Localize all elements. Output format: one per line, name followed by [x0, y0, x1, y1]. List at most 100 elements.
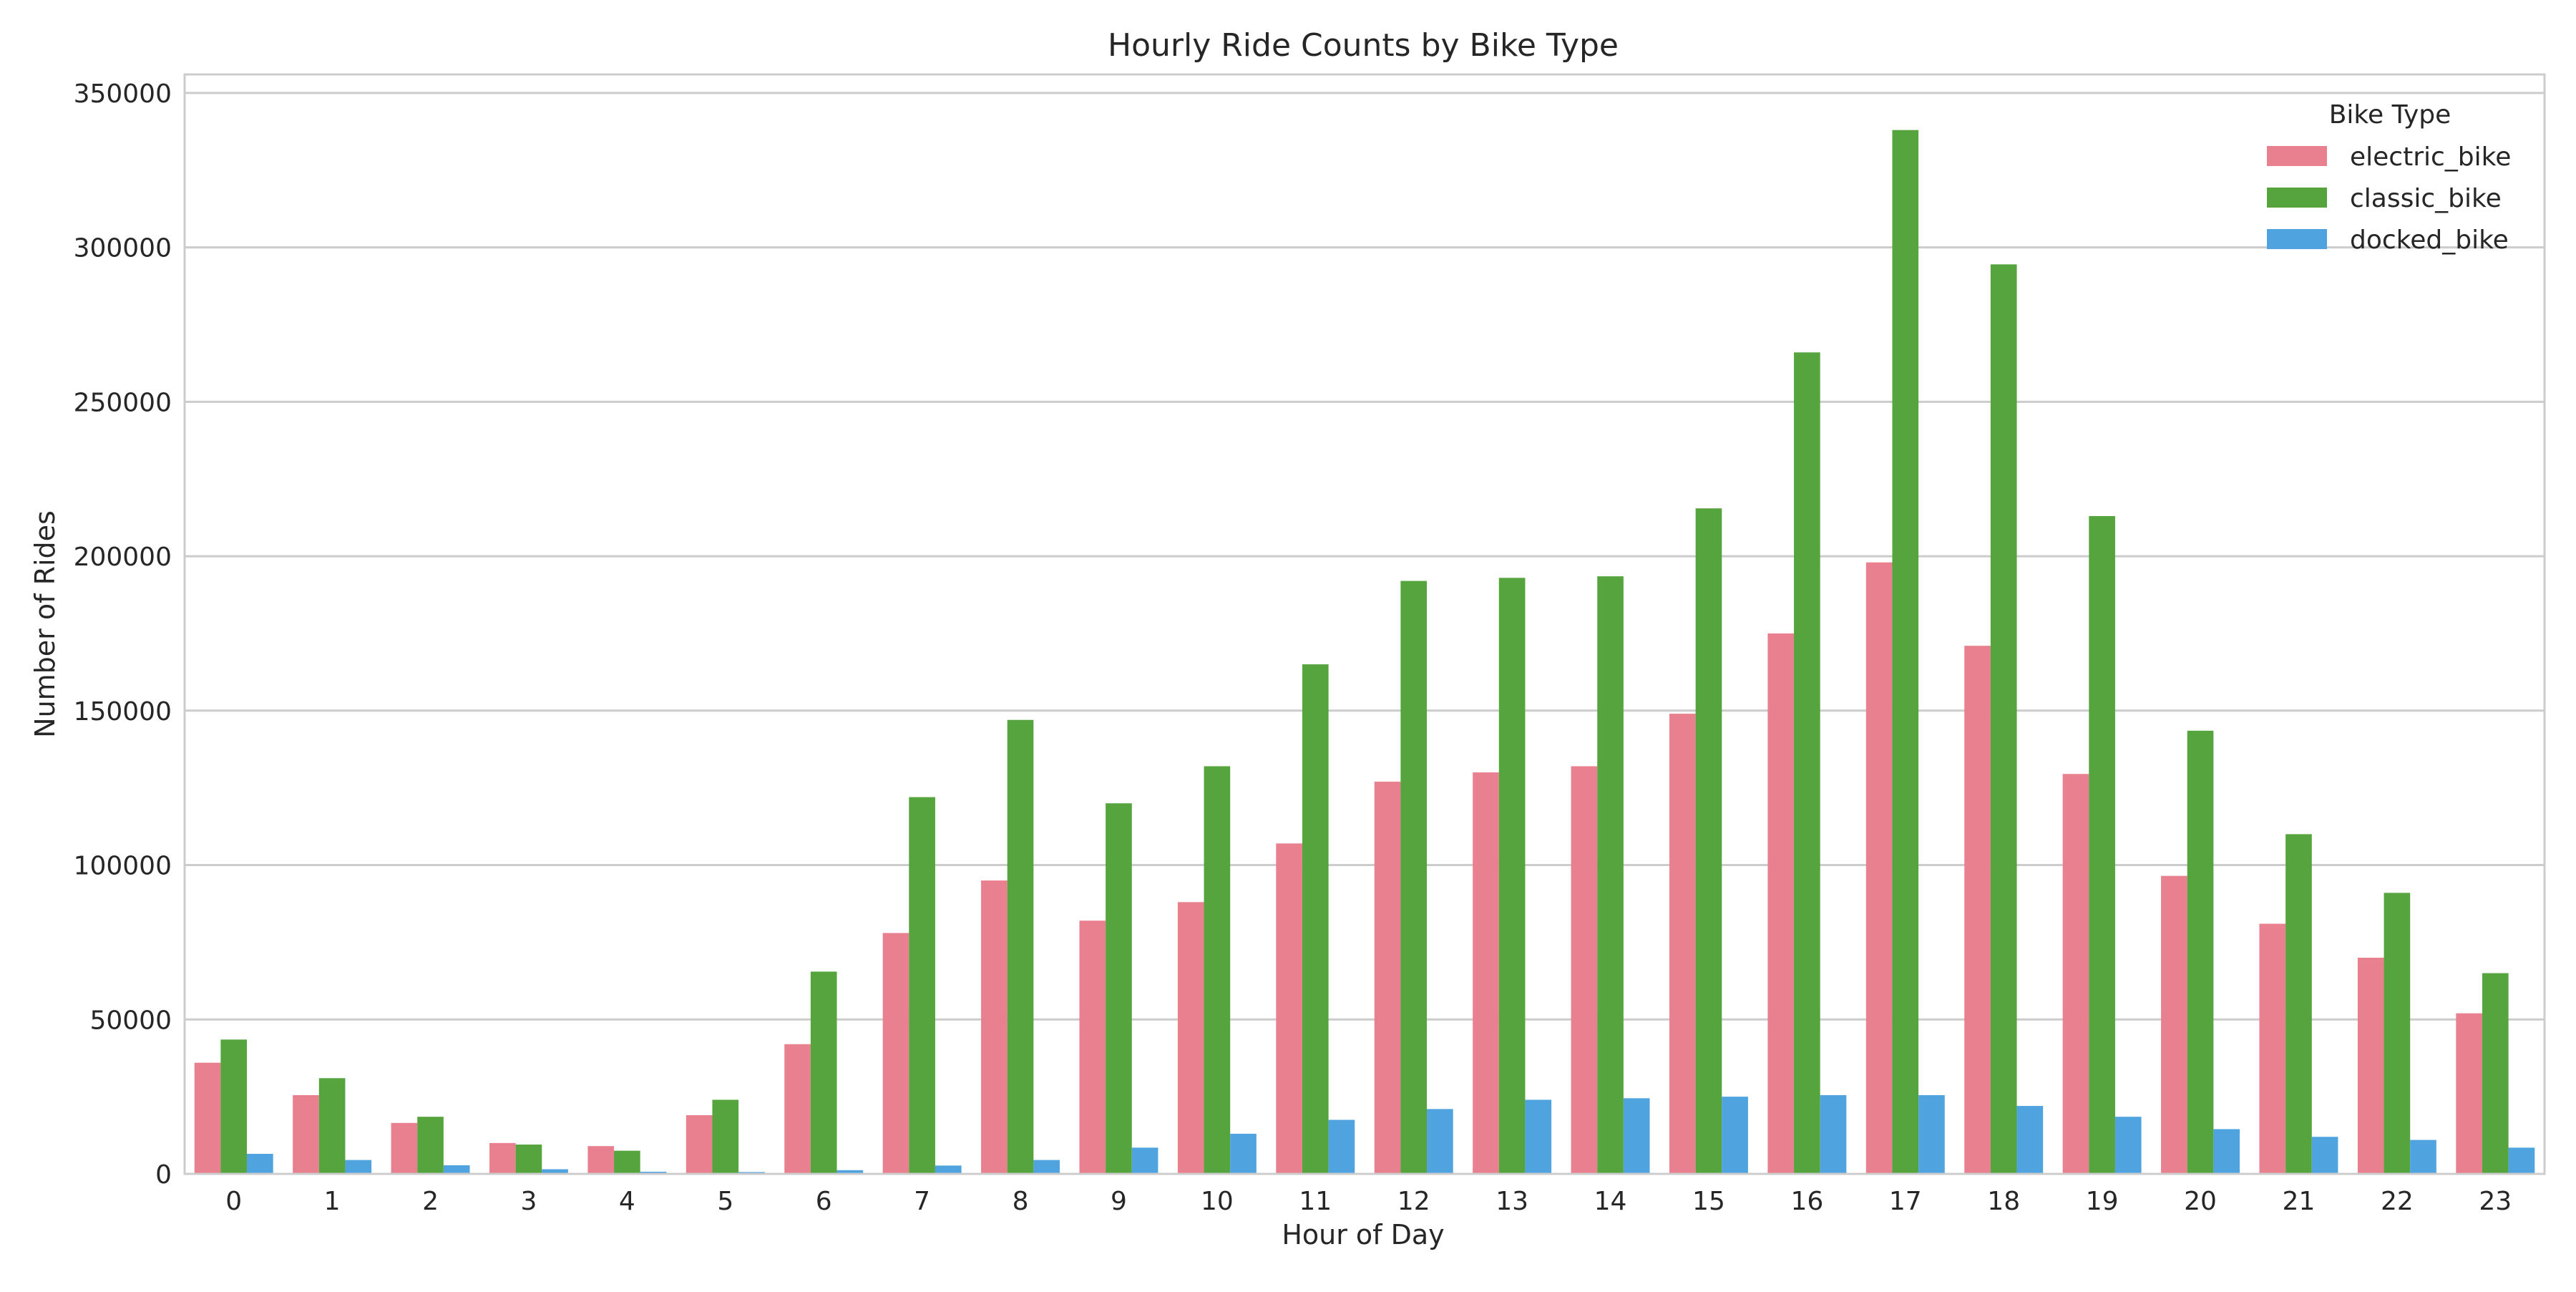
x-tick-label: 18 — [1987, 1187, 2020, 1216]
plot-frame — [183, 73, 2546, 1175]
bar-classic_bike-hour-15 — [1695, 508, 1722, 1174]
bar-classic_bike-hour-6 — [810, 971, 837, 1174]
bar-classic_bike-hour-22 — [2384, 893, 2411, 1174]
bar-electric_bike-hour-3 — [489, 1142, 516, 1174]
bar-docked_bike-hour-10 — [1230, 1133, 1257, 1174]
y-tick-label: 300000 — [74, 234, 172, 263]
bar-classic_bike-hour-3 — [515, 1145, 542, 1174]
bar-electric_bike-hour-23 — [2456, 1013, 2482, 1174]
bar-classic_bike-hour-14 — [1597, 576, 1624, 1174]
bar-docked_bike-hour-4 — [640, 1171, 667, 1174]
x-tick-label: 9 — [1111, 1187, 1127, 1216]
x-axis-label: Hour of Day — [1282, 1219, 1444, 1250]
bar-classic_bike-hour-13 — [1498, 578, 1526, 1174]
bar-docked_bike-hour-11 — [1328, 1119, 1355, 1174]
y-ticks: 0 50000 100000 150000 200000 250000 300000 3500… — [74, 79, 172, 1190]
x-tick-label: 13 — [1496, 1187, 1528, 1216]
x-tick-label: 21 — [2283, 1187, 2316, 1216]
bar-electric_bike-hour-12 — [1374, 782, 1401, 1174]
legend-label-docked_bike: docked_bike — [2350, 225, 2509, 255]
y-tick-label: 350000 — [74, 79, 172, 109]
x-tick-label: 8 — [1013, 1187, 1029, 1216]
bar-electric_bike-hour-9 — [1079, 921, 1106, 1174]
bar-docked_bike-hour-19 — [2114, 1117, 2142, 1174]
y-tick-label: 0 — [155, 1160, 172, 1190]
bar-docked_bike-hour-8 — [1033, 1160, 1060, 1174]
legend-label-classic_bike: classic_bike — [2350, 184, 2502, 213]
bar-docked_bike-hour-23 — [2508, 1147, 2535, 1174]
bar-docked_bike-hour-9 — [1131, 1147, 1158, 1174]
bar-electric_bike-hour-7 — [882, 933, 909, 1174]
legend: Bike Type electric_bike classic_bikedocke… — [2267, 100, 2511, 255]
bar-classic_bike-hour-23 — [2482, 973, 2509, 1174]
bar-electric_bike-hour-8 — [981, 880, 1008, 1174]
bar-electric_bike-hour-4 — [587, 1146, 615, 1174]
x-tick-label: 3 — [521, 1187, 537, 1216]
bar-classic_bike-hour-21 — [2285, 834, 2312, 1174]
x-tick-label: 4 — [619, 1187, 635, 1216]
chart-title: Hourly Ride Counts by Bike Type — [1108, 27, 1619, 64]
x-tick-label: 2 — [422, 1187, 439, 1216]
x-tick-label: 10 — [1201, 1187, 1234, 1216]
bar-docked_bike-hour-16 — [1820, 1094, 1847, 1174]
bar-docked_bike-hour-6 — [836, 1170, 864, 1174]
bar-electric_bike-hour-11 — [1276, 843, 1302, 1174]
bar-docked_bike-hour-3 — [542, 1169, 568, 1174]
bar-classic_bike-hour-12 — [1400, 581, 1428, 1174]
bar-docked_bike-hour-13 — [1525, 1099, 1552, 1174]
y-tick-label: 50000 — [89, 1006, 172, 1035]
bar-electric_bike-hour-18 — [1964, 646, 1991, 1174]
x-tick-label: 20 — [2184, 1187, 2217, 1216]
bar-electric_bike-hour-1 — [293, 1094, 319, 1174]
y-tick-label: 150000 — [74, 697, 172, 727]
x-tick-label: 1 — [324, 1187, 341, 1216]
x-tick-label: 17 — [1889, 1187, 1922, 1216]
bar-docked_bike-hour-21 — [2311, 1137, 2338, 1174]
legend-swatch-classic_bike — [2267, 188, 2327, 208]
bar-classic_bike-hour-8 — [1007, 719, 1034, 1174]
bar-electric_bike-hour-2 — [391, 1122, 418, 1174]
bar-electric_bike-hour-5 — [686, 1115, 713, 1174]
legend-title: Bike Type — [2329, 100, 2451, 130]
bar-classic_bike-hour-2 — [417, 1117, 444, 1174]
bar-electric_bike-hour-13 — [1473, 772, 1499, 1174]
bar-classic_bike-hour-20 — [2187, 730, 2214, 1174]
bar-classic_bike-hour-17 — [1892, 130, 1919, 1174]
bar-classic_bike-hour-4 — [614, 1150, 640, 1174]
bar-electric_bike-hour-6 — [784, 1044, 811, 1174]
bar-classic_bike-hour-7 — [909, 797, 935, 1174]
bar-classic_bike-hour-5 — [712, 1099, 739, 1174]
x-tick-label: 11 — [1299, 1187, 1332, 1216]
bar-electric_bike-hour-20 — [2161, 875, 2187, 1174]
bar-electric_bike-hour-19 — [2062, 774, 2089, 1174]
x-tick-label: 23 — [2479, 1187, 2512, 1216]
x-tick-label: 16 — [1790, 1187, 1823, 1216]
y-tick-label: 200000 — [74, 543, 172, 572]
bar-electric_bike-hour-0 — [194, 1062, 221, 1174]
x-tick-label: 15 — [1692, 1187, 1725, 1216]
bar-classic_bike-hour-11 — [1302, 664, 1329, 1174]
x-tick-label: 22 — [2381, 1187, 2414, 1216]
x-tick-label: 14 — [1594, 1187, 1627, 1216]
y-tick-label: 250000 — [74, 388, 172, 417]
bar-electric_bike-hour-10 — [1177, 902, 1204, 1174]
bar-docked_bike-hour-1 — [345, 1160, 372, 1174]
y-tick-label: 100000 — [74, 852, 172, 881]
legend-swatch-electric_bike — [2267, 146, 2327, 166]
bar-electric_bike-hour-14 — [1571, 766, 1598, 1174]
x-ticks: 0 1 2 3 4 5 6 7 8 9 10 11 12 13 14 15 16 17 18 19 20 21 22 23 — [225, 1187, 2512, 1216]
bar-electric_bike-hour-15 — [1669, 714, 1696, 1174]
bar-docked_bike-hour-12 — [1427, 1109, 1453, 1174]
bar-docked_bike-hour-7 — [935, 1165, 962, 1174]
bar-docked_bike-hour-18 — [2016, 1106, 2044, 1174]
bar-electric_bike-hour-17 — [1865, 562, 1893, 1174]
bar-classic_bike-hour-18 — [1990, 264, 2017, 1174]
bar-electric_bike-hour-22 — [2357, 957, 2384, 1174]
y-axis-label: Number of Rides — [29, 510, 61, 738]
x-tick-label: 7 — [914, 1187, 930, 1216]
bar-classic_bike-hour-1 — [318, 1078, 346, 1174]
bar-classic_bike-hour-9 — [1106, 803, 1132, 1174]
bar-classic_bike-hour-19 — [2089, 515, 2115, 1174]
legend-swatch-docked_bike — [2267, 229, 2327, 249]
